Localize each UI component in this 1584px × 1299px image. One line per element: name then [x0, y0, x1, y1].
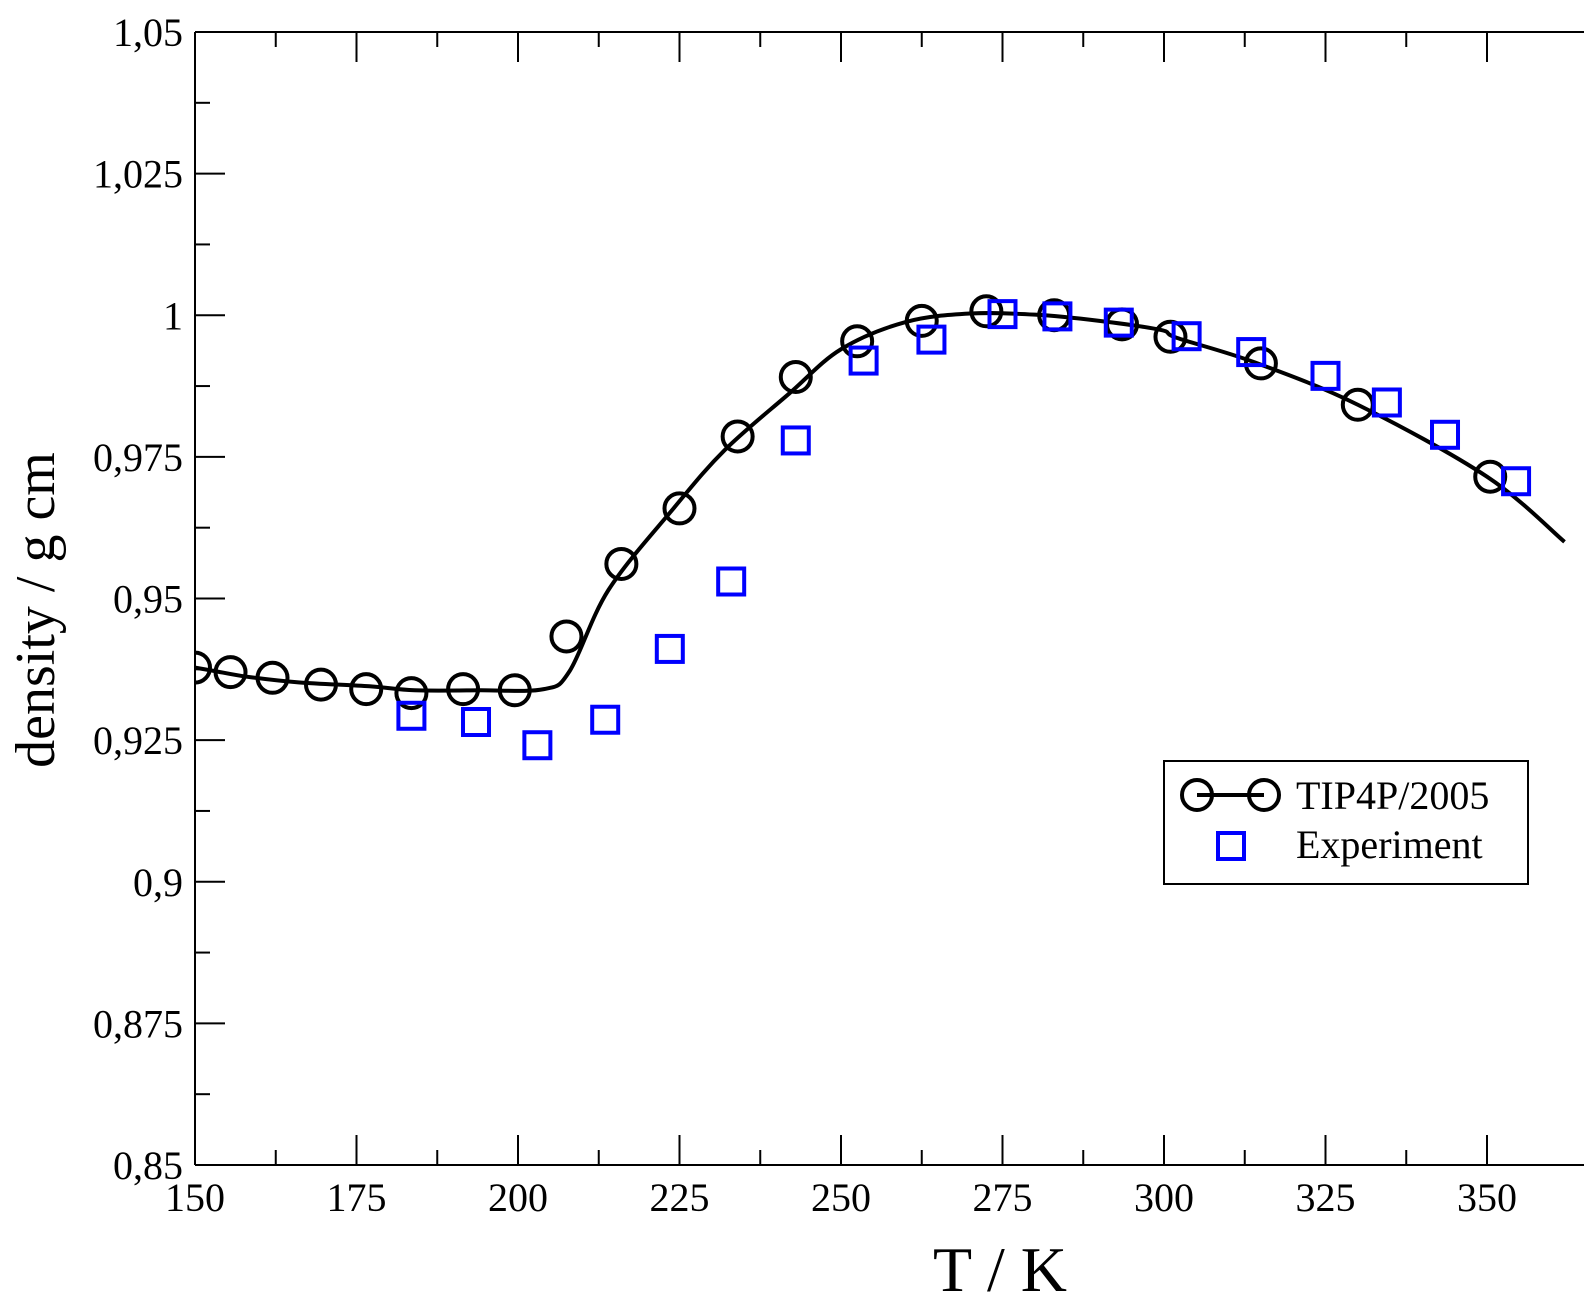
y-tick-label: 0,9 — [133, 860, 183, 905]
tip4p-point — [255, 660, 290, 695]
experiment-point — [1501, 466, 1532, 497]
legend-label-tip4p: TIP4P/2005 — [1296, 773, 1489, 818]
x-tick-label: 325 — [1296, 1175, 1356, 1220]
experiment-point — [848, 345, 879, 376]
experiment-point — [396, 700, 427, 731]
x-axis-title: T / K — [933, 1234, 1067, 1299]
tip4p-curve — [195, 311, 1566, 693]
experiment-point — [1103, 307, 1134, 338]
y-tick-label: 0,85 — [113, 1143, 183, 1188]
legend-marker-experiment — [1216, 831, 1246, 861]
tip4p-point — [662, 491, 697, 526]
experiment-point — [1236, 337, 1267, 368]
legend-label-experiment: Experiment — [1296, 822, 1483, 867]
tip4p-point — [969, 294, 1004, 329]
x-tick-label: 225 — [650, 1175, 710, 1220]
y-tick-label: 1 — [163, 293, 183, 338]
tip4p-point — [1153, 319, 1188, 354]
tip4p-point — [1473, 459, 1508, 494]
tip4p-point — [213, 655, 248, 690]
tip4p-point — [195, 650, 212, 685]
tip4p-point — [720, 419, 755, 454]
legend-marker-tip4p-right — [1247, 778, 1281, 812]
experiment-point — [987, 299, 1018, 330]
experiment-point — [1171, 321, 1202, 352]
x-tick-label: 250 — [811, 1175, 871, 1220]
tip4p-point — [549, 619, 584, 654]
experiment-point — [1042, 301, 1073, 332]
y-tick-label: 0,925 — [93, 718, 183, 763]
experiment-point — [916, 324, 947, 355]
y-tick-label: 0,95 — [113, 577, 183, 622]
x-tick-label: 275 — [973, 1175, 1033, 1220]
x-tick-label: 300 — [1134, 1175, 1194, 1220]
tip4p-point — [446, 672, 481, 707]
experiment-point — [716, 566, 747, 597]
x-axis-ticks: 150 175 200 225 250 275 300 325 350 — [165, 32, 1517, 1220]
y-tick-label: 1,05 — [113, 10, 183, 55]
tip4p-point — [303, 667, 338, 702]
y-axis-ticks: 0,85 0,875 0,9 0,925 0,95 0,975 1 1,025 1,05 — [93, 10, 225, 1188]
experiment-point — [461, 706, 492, 737]
experiment-point — [654, 633, 685, 664]
y-tick-label: 0,875 — [93, 1001, 183, 1046]
tip4p-point — [904, 303, 939, 338]
tip4p-point — [778, 359, 813, 394]
y-tick-label: 0,975 — [93, 435, 183, 480]
experiment-point — [1371, 387, 1402, 418]
experiment-point — [522, 730, 553, 761]
tip4p-point — [840, 324, 875, 359]
x-tick-label: 150 — [165, 1175, 225, 1220]
x-tick-label: 200 — [488, 1175, 548, 1220]
plot-area — [195, 294, 1566, 761]
tip4p-point — [349, 672, 384, 707]
x-tick-label: 350 — [1457, 1175, 1517, 1220]
y-axis-title: density / g cm — [5, 452, 67, 768]
experiment-point — [1430, 419, 1461, 450]
series-0 — [195, 294, 1566, 711]
legend-box — [1163, 760, 1529, 885]
series-1 — [396, 299, 1532, 761]
y-tick-label: 1,025 — [93, 152, 183, 197]
plot-frame — [194, 31, 1584, 1166]
tip4p-point — [394, 676, 429, 711]
experiment-point — [780, 425, 811, 456]
experiment-point — [590, 704, 621, 735]
tip4p-point — [604, 546, 639, 581]
tip4p-point — [497, 673, 532, 708]
legend: TIP4P/2005 Experiment — [1163, 760, 1529, 885]
x-tick-label: 175 — [327, 1175, 387, 1220]
series-layer — [195, 294, 1566, 761]
experiment-point — [1310, 360, 1341, 391]
legend-marker-tip4p-left — [1180, 778, 1214, 812]
